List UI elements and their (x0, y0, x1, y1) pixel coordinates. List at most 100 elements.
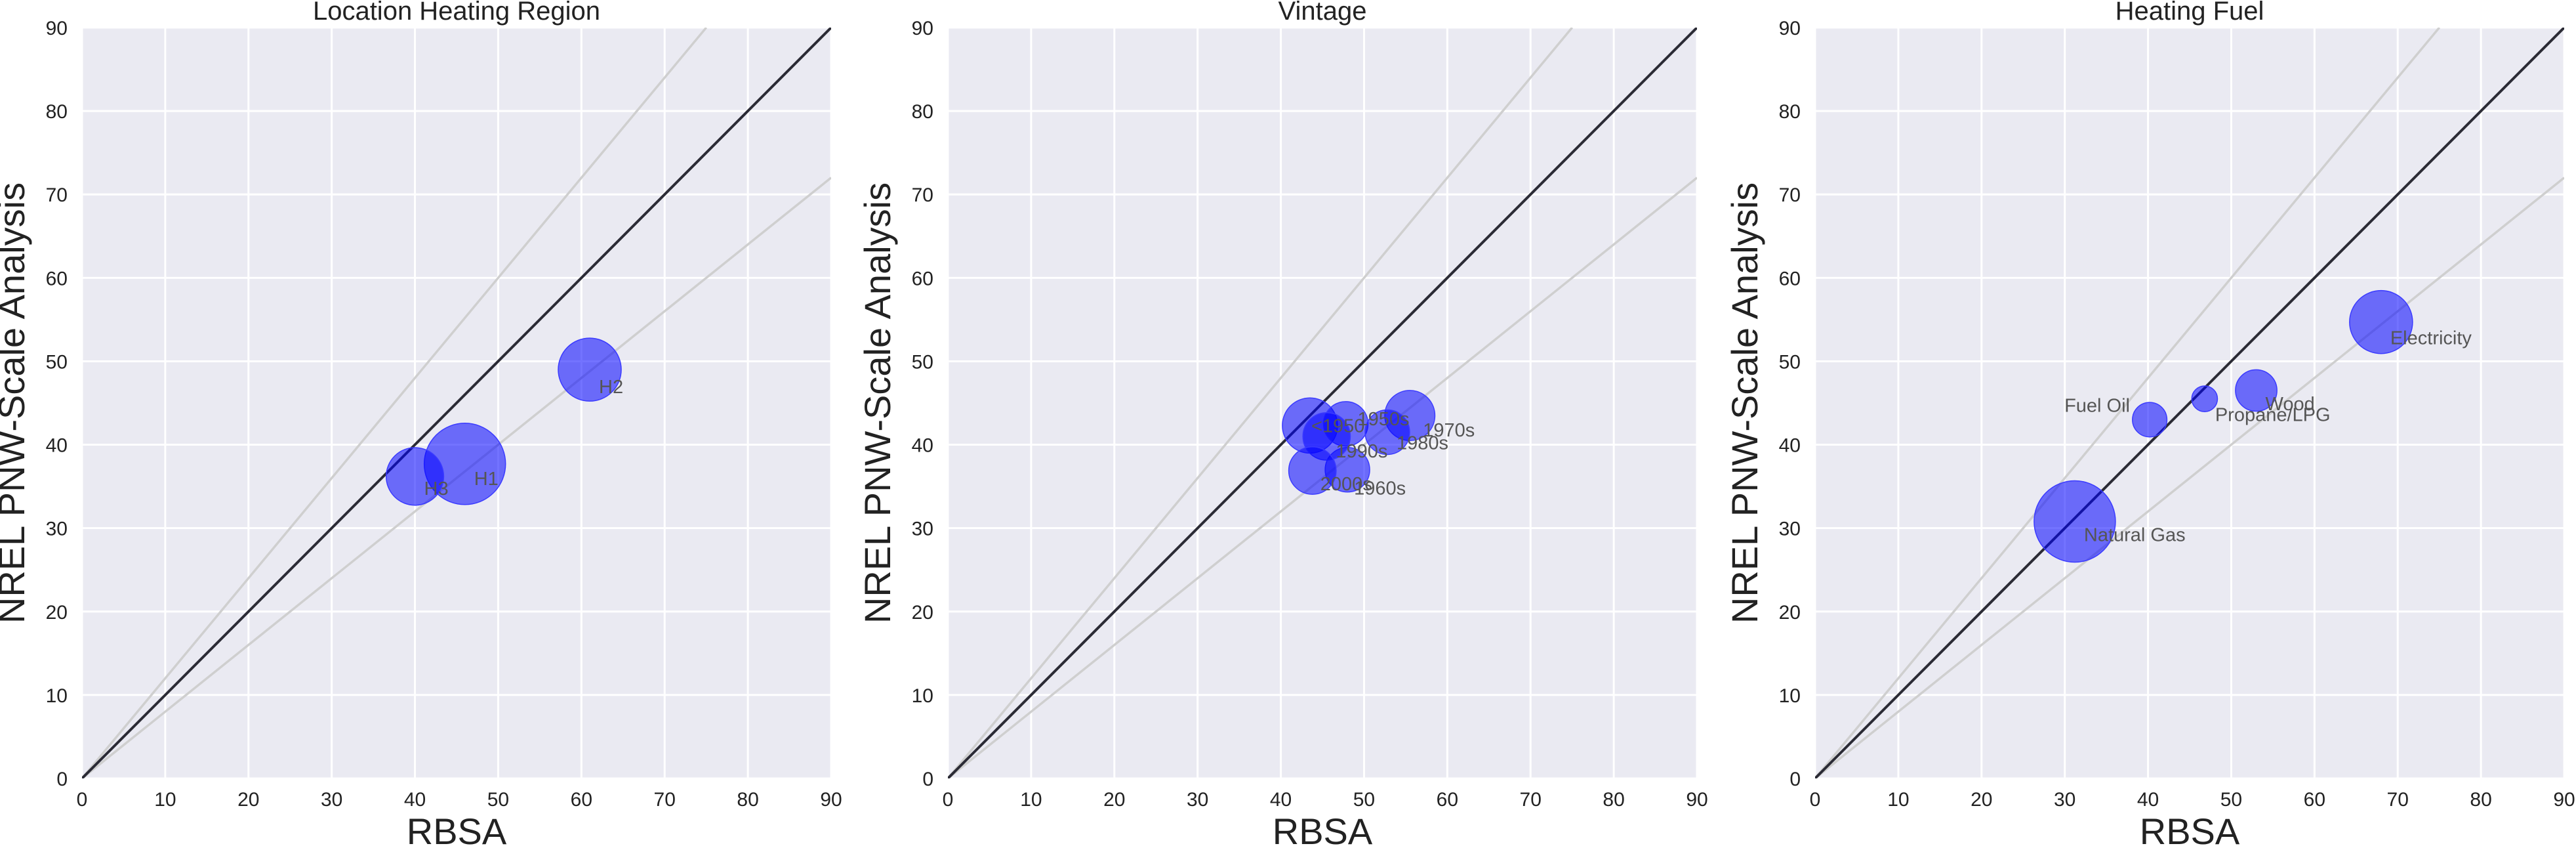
x-tick-label: 80 (1603, 789, 1624, 811)
point-label: Wood (2266, 394, 2315, 415)
y-tick-label: 30 (912, 519, 933, 540)
y-tick-label: 80 (1779, 101, 1801, 123)
point-label: Electricity (2390, 328, 2472, 349)
x-tick-label: 70 (2387, 789, 2409, 811)
y-tick-label: 60 (46, 268, 68, 289)
y-tick-label: 40 (1779, 435, 1801, 457)
bubble-point (1364, 409, 1410, 456)
x-tick-label: 60 (571, 789, 592, 811)
y-tick-label: 0 (1789, 769, 1801, 790)
y-tick-label: 90 (1779, 18, 1801, 39)
y-tick-label: 10 (46, 685, 68, 707)
x-tick-label: 30 (2054, 789, 2075, 811)
x-tick-label: 60 (2304, 789, 2325, 811)
bubble-point (2034, 480, 2116, 563)
point-label: H1 (474, 469, 499, 490)
y-axis-label: NREL PNW-Scale Analysis (857, 182, 898, 624)
x-tick-label: 10 (1020, 789, 1042, 811)
x-tick-label: 50 (2220, 789, 2242, 811)
guide-line (1815, 28, 2441, 778)
bubble-point (558, 337, 622, 402)
bubble-point (2191, 385, 2218, 413)
x-tick-label: 20 (237, 789, 259, 811)
subplot-1: H1 H2 H3 0 10 20 30 40 50 60 70 80 90 0 10 20 30 40 50 60 70… (0, 0, 842, 848)
y-axis-label: NREL PNW-Scale Analysis (1724, 182, 1765, 624)
point-label: 1970s (1423, 420, 1475, 441)
y-tick-label: 20 (46, 602, 68, 624)
point-label: Natural Gas (2084, 524, 2186, 545)
point-label: 1960s (1354, 478, 1406, 499)
point-label: 1990s (1336, 441, 1387, 462)
y-tick-label: 0 (922, 769, 933, 790)
y-tick-label: 30 (46, 519, 68, 540)
x-tick-label: 50 (1353, 789, 1375, 811)
y-tick-label: 80 (46, 101, 68, 123)
y-tick-label: 90 (912, 18, 933, 39)
y-tick-label: 0 (56, 769, 68, 790)
point-label: H2 (599, 377, 623, 398)
y-tick-label: 90 (46, 18, 68, 39)
x-tick-label: 80 (737, 789, 758, 811)
x-tick-label: 90 (820, 789, 842, 811)
y-tick-label: 20 (912, 602, 933, 624)
x-tick-label: 0 (1810, 789, 1821, 811)
subplot-title: Heating Fuel (2116, 0, 2264, 26)
y-tick-label: 40 (912, 435, 933, 457)
x-tick-label: 30 (321, 789, 342, 811)
point-label: H3 (424, 478, 449, 499)
y-tick-label: 60 (1779, 268, 1801, 289)
point-label: 1980s (1397, 433, 1448, 454)
x-tick-label: 70 (1520, 789, 1542, 811)
bubble-point (2132, 402, 2168, 438)
bubble-point (385, 447, 445, 506)
x-tick-label: 50 (487, 789, 509, 811)
identity-line (82, 28, 831, 778)
identity-line (1815, 28, 2564, 778)
point-label: <1950 (1311, 415, 1364, 436)
y-tick-label: 10 (912, 685, 933, 707)
y-tick-label: 60 (912, 268, 933, 289)
y-tick-label: 70 (912, 184, 933, 206)
point-label: Fuel Oil (2064, 395, 2130, 416)
x-tick-label: 70 (654, 789, 676, 811)
bubble-point (2235, 369, 2278, 412)
x-tick-label: 80 (2470, 789, 2491, 811)
point-label: 2000s (1320, 474, 1372, 495)
y-tick-label: 10 (1779, 685, 1801, 707)
x-axis-label: RBSA (1273, 811, 1373, 848)
y-tick-label: 50 (912, 351, 933, 373)
y-tick-label: 40 (46, 435, 68, 457)
y-tick-label: 70 (46, 184, 68, 206)
guide-line (1815, 177, 2564, 778)
x-tick-label: 30 (1187, 789, 1208, 811)
x-tick-label: 90 (1686, 789, 1707, 811)
subplot-3: Electricity Fuel Oil Natural Gas Propane/LP… (1724, 0, 2575, 848)
x-tick-label: 10 (1887, 789, 1909, 811)
x-tick-label: 0 (77, 789, 88, 811)
x-tick-label: 90 (2553, 789, 2575, 811)
bubble-point (2349, 289, 2413, 354)
y-tick-label: 70 (1779, 184, 1801, 206)
point-label: 1950s (1358, 409, 1410, 430)
x-tick-label: 40 (1270, 789, 1292, 811)
x-tick-label: 40 (2137, 789, 2159, 811)
x-axis-label: RBSA (2140, 811, 2240, 848)
x-tick-label: 0 (943, 789, 954, 811)
subplot-title: Location Heating Region (313, 0, 600, 26)
x-axis-label: RBSA (407, 811, 507, 848)
x-tick-label: 20 (1971, 789, 1992, 811)
x-tick-label: 60 (1437, 789, 1458, 811)
y-tick-label: 80 (912, 101, 933, 123)
y-tick-label: 50 (1779, 351, 1801, 373)
y-tick-label: 30 (1779, 519, 1801, 540)
y-axis-label: NREL PNW-Scale Analysis (0, 182, 32, 624)
guide-line (82, 28, 708, 778)
y-tick-label: 50 (46, 351, 68, 373)
y-tick-label: 20 (1779, 602, 1801, 624)
subplot-title: Vintage (1278, 0, 1367, 26)
guide-line (948, 28, 1574, 778)
x-tick-label: 40 (404, 789, 426, 811)
point-label: Propane/LPG (2215, 405, 2331, 426)
